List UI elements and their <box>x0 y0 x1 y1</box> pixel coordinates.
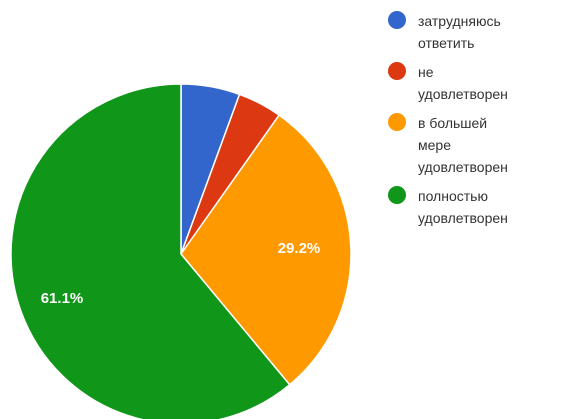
legend-swatch-orange <box>388 113 406 131</box>
legend-label-line: удовлетворен <box>418 86 508 102</box>
legend-item-polnostyu[interactable]: полностью удовлетворен <box>388 185 560 229</box>
legend-swatch-blue <box>388 11 406 29</box>
legend-swatch-green <box>388 186 406 204</box>
legend-label-line: удовлетворен <box>418 159 508 175</box>
legend-label-line: мере <box>418 137 451 153</box>
slice-label-2: 29.2% <box>278 240 321 257</box>
legend-item-ne-reshil[interactable]: затрудняюсь ответить <box>388 10 560 54</box>
slice-label-3: 61.1% <box>41 290 84 307</box>
legend-label-line: в большей <box>418 115 488 131</box>
legend-label-line: ответить <box>418 35 475 51</box>
legend-label-line: полностью <box>418 188 488 204</box>
pie-slices <box>10 83 352 419</box>
legend-label-line: затрудняюсь <box>418 13 501 29</box>
legend-swatch-red <box>388 62 406 80</box>
legend-label-line: не <box>418 64 434 80</box>
legend-item-v-bolshey-mere[interactable]: в большей мере удовлетворен <box>388 112 560 178</box>
pie-chart: 29.2% 61.1% <box>10 83 352 419</box>
legend-label-line: удовлетворен <box>418 210 508 226</box>
legend-item-ne-udovletvoren[interactable]: не удовлетворен <box>388 61 560 105</box>
chart-legend: затрудняюсь ответить не удовлетворен в б… <box>388 10 560 236</box>
pie-slice-2[interactable] <box>180 114 352 386</box>
pie-slice-labels: 29.2% 61.1% <box>41 240 321 307</box>
pie-slice-3[interactable] <box>10 83 291 419</box>
